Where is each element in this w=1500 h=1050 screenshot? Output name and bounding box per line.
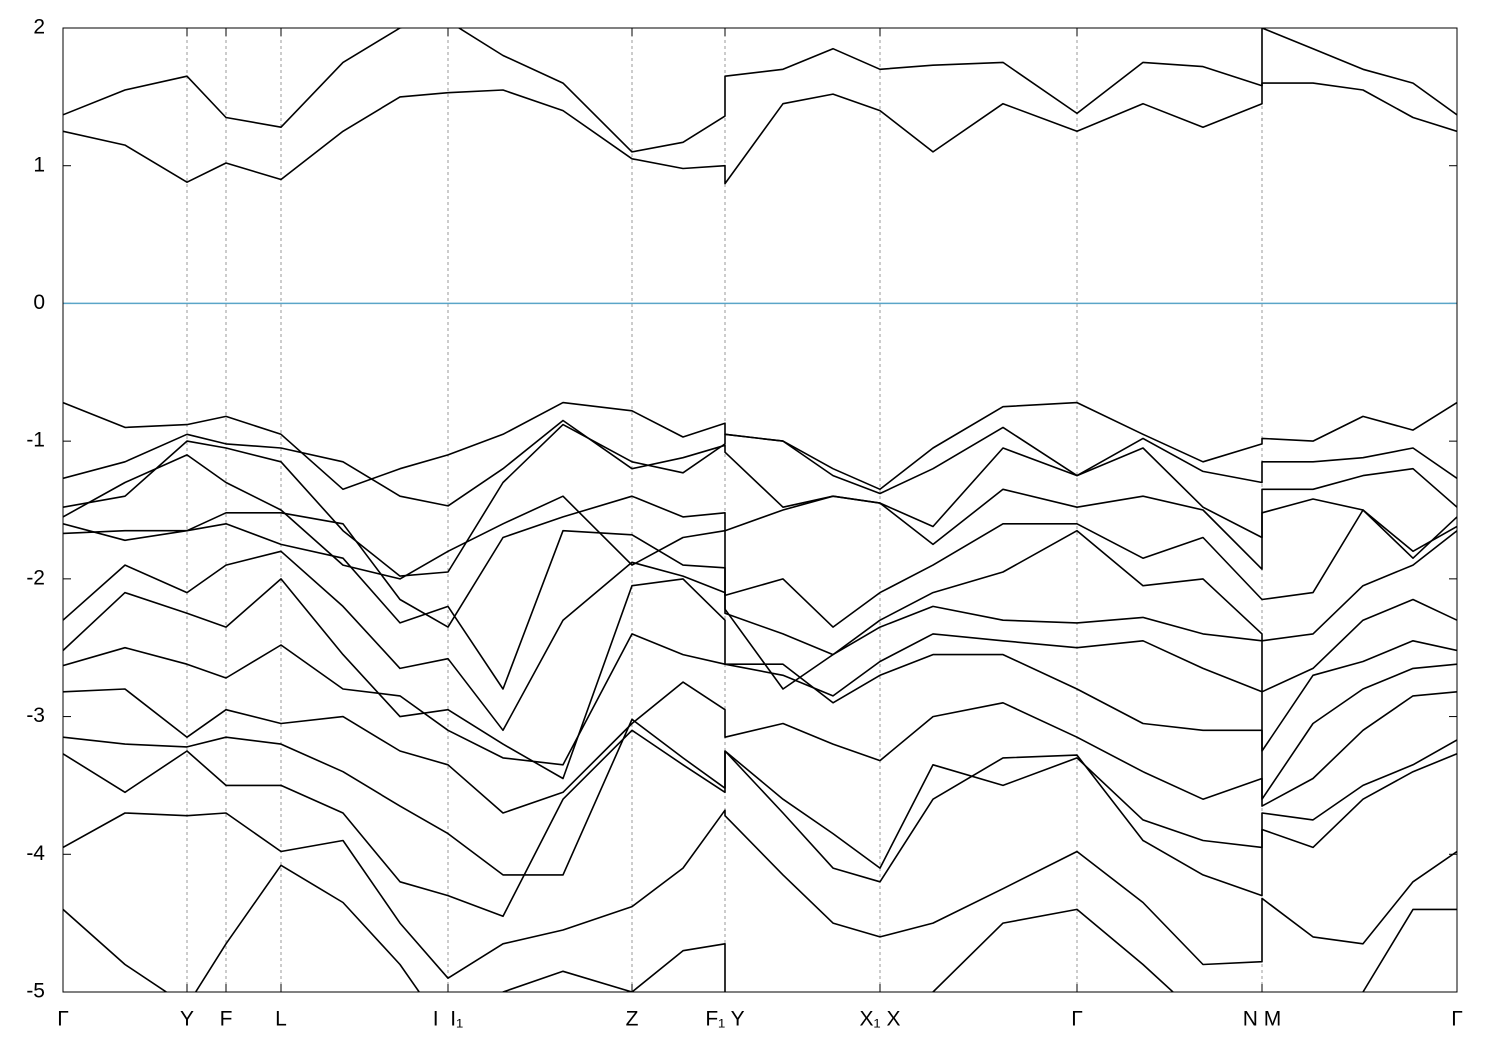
x-tick-label: Γ (1451, 1008, 1463, 1031)
band-line (63, 809, 1457, 979)
band-line (63, 419, 1457, 528)
plot-area (63, 28, 1457, 992)
band-line (63, 681, 1457, 814)
y-tick-label: 2 (33, 16, 45, 39)
x-tick-label: L (275, 1008, 287, 1031)
x-tick-label: N M (1243, 1008, 1282, 1031)
x-tick-label: Γ (1071, 1008, 1083, 1031)
plot-border (62, 27, 1458, 993)
band-line (63, 633, 1457, 800)
band-line (63, 550, 1457, 732)
band-line (63, 523, 1457, 690)
band-line (63, 82, 1457, 185)
x-tick-label: F₁ Y (705, 1008, 744, 1031)
y-tick-label: 1 (33, 153, 45, 176)
x-tick-label: Γ (57, 1008, 69, 1031)
y-tick-label: -2 (26, 566, 45, 589)
y-tick-label: -5 (26, 980, 45, 1003)
y-tick-label: -4 (26, 842, 45, 865)
y-tick-label: -1 (26, 429, 45, 452)
y-tick-label: 0 (33, 291, 45, 314)
x-tick-label: F (220, 1008, 233, 1031)
x-tick-label: Y (180, 1008, 194, 1031)
band-line (63, 729, 1457, 918)
x-tick-label: I I₁ (433, 1008, 463, 1031)
band-line (63, 28, 1457, 153)
y-tick-label: -3 (26, 704, 45, 727)
band-line (63, 864, 1457, 992)
x-tick-label: Z (626, 1008, 639, 1031)
x-tick-label: X₁ X (860, 1008, 901, 1031)
band-line (63, 578, 1457, 780)
band-line (63, 454, 1457, 580)
